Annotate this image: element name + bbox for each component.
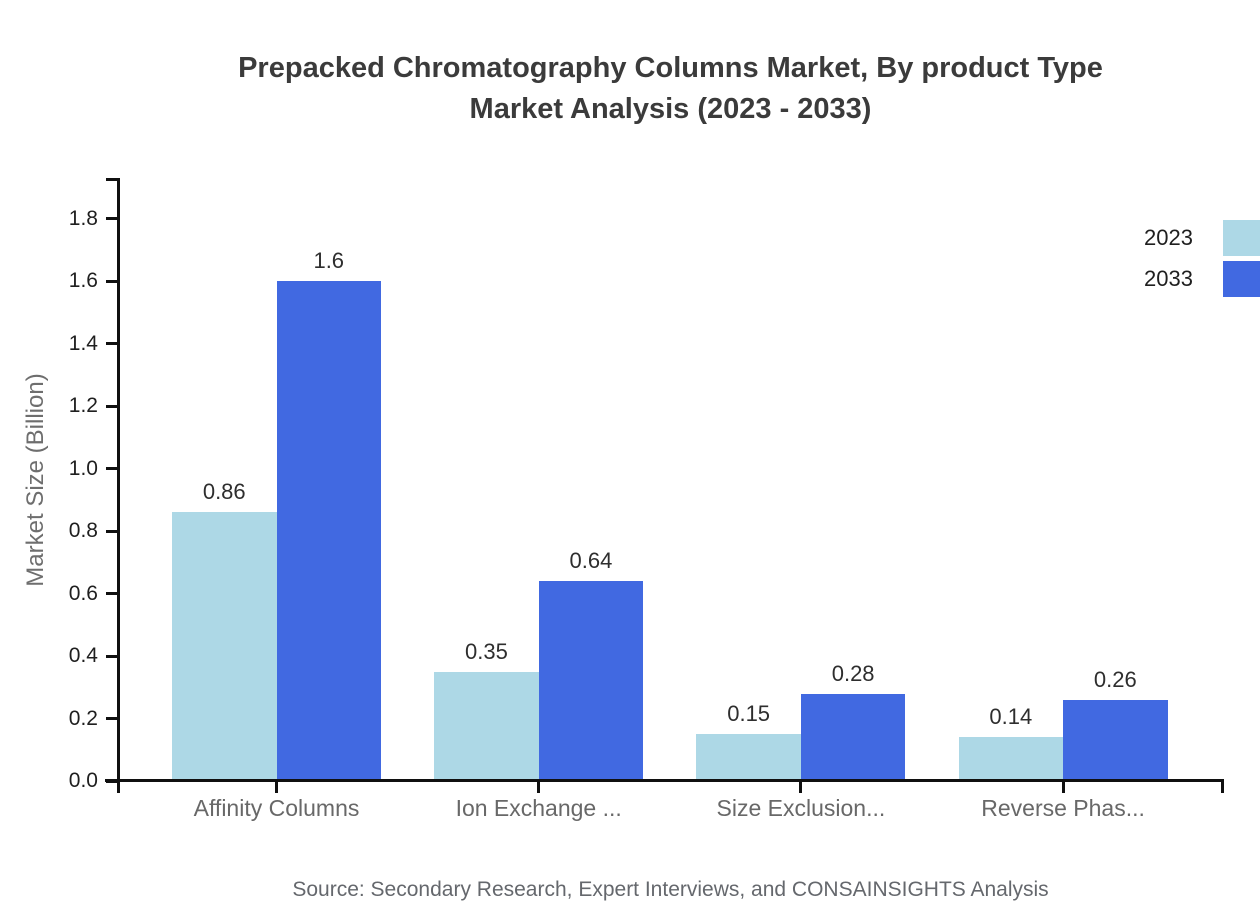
y-axis-tick	[106, 342, 119, 345]
x-axis-tick-label: Ion Exchange ...	[455, 795, 622, 821]
y-axis-tick	[106, 654, 119, 658]
y-axis-line	[117, 178, 120, 793]
x-axis-tick-label: Affinity Columns	[193, 795, 360, 821]
legend-swatch	[1223, 219, 1260, 256]
x-axis-line	[105, 779, 1224, 782]
bar-value-label: 0.28	[831, 660, 875, 686]
bar-value-label: 0.35	[465, 638, 508, 664]
bar-2033-1	[538, 581, 644, 781]
bar-2033-0	[276, 281, 381, 781]
y-axis-tick-label: 0.8	[68, 519, 98, 542]
bar-value-label: 0.15	[727, 701, 771, 727]
x-axis-tick	[799, 782, 803, 793]
bar-value-label: 0.64	[569, 548, 613, 573]
x-axis-tick-label: Size Exclusion...	[716, 795, 886, 821]
bar-2033-2	[800, 693, 906, 781]
chart-title: Prepacked Chromatography Columns Market,…	[119, 48, 1222, 130]
y-axis-title: Market Size (Billion)	[22, 373, 49, 587]
source-note: Source: Secondary Research, Expert Inter…	[292, 878, 1049, 901]
chart-title-line-2: Market Analysis (2023 - 2033)	[469, 93, 872, 125]
x-axis-tick	[1061, 782, 1065, 793]
y-axis-tick-label: 1.6	[68, 269, 98, 292]
y-axis-tick	[106, 404, 119, 408]
legend-label: 2033	[1144, 266, 1193, 291]
y-axis-tick	[106, 279, 119, 283]
y-axis-tick	[106, 592, 119, 595]
bar-value-label: 0.86	[202, 479, 246, 505]
legend: 2023 2033	[1144, 219, 1260, 297]
x-axis-tick	[537, 782, 541, 793]
y-axis-tick-label: 1.2	[68, 394, 98, 417]
legend-swatch	[1223, 260, 1260, 297]
bar-2033-3	[1063, 699, 1168, 781]
y-axis-tick-label: 0.2	[68, 706, 98, 730]
bar-2023-0	[172, 512, 277, 781]
y-axis-tick	[106, 467, 119, 470]
y-axis-tick-label: 1.8	[68, 206, 98, 230]
y-axis-tick	[106, 717, 119, 720]
chart-title-line-1: Prepacked Chromatography Columns Market,…	[238, 52, 1103, 84]
y-axis-tick-label: 1.0	[68, 456, 98, 480]
y-axis-tick-label: 1.4	[68, 331, 98, 355]
y-axis-end-cap	[106, 178, 119, 181]
bar-value-label: 0.14	[989, 704, 1033, 730]
x-axis-tick	[275, 782, 278, 793]
legend-item-2033: 2033	[1144, 260, 1260, 297]
y-axis-tick	[106, 217, 119, 220]
bar-2023-2	[696, 734, 801, 781]
bar-value-label: 1.6	[313, 248, 345, 273]
bar-2023-1	[434, 671, 539, 781]
x-axis-tick-label: Reverse Phas...	[981, 795, 1145, 821]
y-axis-tick-label: 0.6	[68, 581, 98, 605]
y-axis-tick	[106, 529, 119, 533]
y-axis-tick	[106, 779, 119, 783]
x-axis-end-cap	[1221, 779, 1224, 793]
y-axis-tick-label: 0.0	[68, 769, 98, 792]
legend-label: 2023	[1144, 225, 1193, 250]
y-axis-tick-label: 0.4	[68, 644, 98, 667]
bar-2023-3	[958, 737, 1064, 781]
bar-value-label: 0.26	[1093, 666, 1137, 692]
legend-item-2023: 2023	[1144, 219, 1260, 256]
